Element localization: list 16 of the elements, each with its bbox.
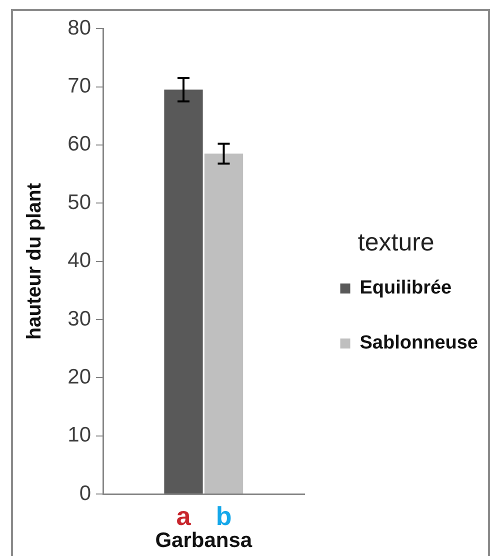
y-tick-label: 40: [68, 249, 91, 272]
legend-label: Equilibrée: [360, 278, 452, 299]
y-tick-label: 80: [68, 16, 91, 40]
y-tick-label: 30: [68, 307, 91, 330]
legend-label: Sablonneuse: [360, 332, 478, 354]
y-axis-title: hauteur du plant: [24, 182, 46, 340]
text: b: [216, 501, 232, 532]
legend-title: texture: [358, 228, 434, 256]
y-tick-label: 50: [68, 190, 91, 214]
y-tick-label: 10: [68, 424, 91, 447]
y-tick-label: 70: [68, 74, 91, 98]
text: a: [176, 501, 192, 532]
y-tick-label: 20: [68, 365, 91, 388]
y-tick-label: 60: [68, 132, 91, 156]
y-tick-label: 0: [79, 482, 91, 505]
x-axis-title: Garbansa: [155, 529, 252, 552]
